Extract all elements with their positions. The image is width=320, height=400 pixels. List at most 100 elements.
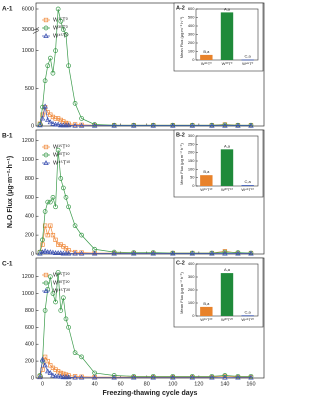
point [58, 373, 64, 379]
y-tick-label: 100 [188, 49, 195, 54]
x-category-label: W³⁰T⁰ [222, 61, 233, 66]
point [72, 122, 78, 128]
y-tick-label: 0 [192, 57, 195, 62]
bar-annotation: C,a [245, 179, 252, 184]
y-tick-label: 600 [25, 195, 34, 201]
bar [200, 175, 213, 186]
point [63, 122, 69, 128]
point [45, 368, 51, 374]
point [58, 18, 64, 24]
point [235, 373, 241, 379]
point [37, 373, 43, 378]
bar [241, 315, 254, 317]
point [45, 249, 51, 255]
point [235, 250, 241, 256]
y-tick-label: 100 [188, 166, 195, 171]
x-category-label: W³⁰T¹⁰ [221, 187, 233, 192]
point [60, 250, 67, 256]
legend-label: W⁴⁵T¹⁰ [53, 159, 71, 166]
y-tick-label: 150 [188, 158, 195, 163]
y-tick-label: 0 [192, 313, 195, 318]
point [58, 176, 64, 181]
y-tick-label: 6000 [22, 6, 34, 12]
point [65, 374, 72, 380]
point [37, 122, 43, 128]
point [150, 373, 156, 379]
point [189, 373, 195, 379]
point [235, 250, 241, 255]
point [40, 104, 45, 110]
point [189, 122, 196, 128]
point [72, 350, 78, 356]
point [55, 242, 61, 247]
point [131, 250, 137, 256]
point [58, 308, 64, 313]
legend-label: W¹⁵T²⁰ [53, 271, 70, 278]
point [189, 250, 196, 256]
point [111, 250, 117, 256]
point [63, 316, 69, 322]
x-tick-label: 40 [92, 381, 98, 387]
point [50, 70, 56, 76]
y-tick-label: 800 [25, 176, 34, 182]
bar-annotation: C,a [245, 54, 252, 59]
point [55, 147, 61, 153]
y-tick-label: 1200 [22, 138, 34, 144]
point [47, 370, 54, 375]
point [72, 374, 78, 379]
y-tick-label: 250 [188, 141, 195, 146]
point [58, 250, 64, 256]
inset-y-label: Mean Flux (μg m⁻² h⁻¹) [179, 272, 184, 314]
y-tick-label: 200 [188, 150, 195, 155]
plot-frame [35, 257, 265, 379]
series-line [39, 106, 251, 126]
point [66, 204, 71, 210]
bar-annotation: A,a [224, 143, 231, 148]
point [248, 250, 254, 256]
point [47, 55, 53, 61]
x-tick-label: 60 [118, 381, 124, 387]
y-tick-label: 200 [188, 287, 195, 292]
point [48, 223, 53, 228]
point [58, 122, 64, 128]
point [66, 63, 71, 69]
point [111, 122, 117, 128]
y-tick-label: 0 [192, 183, 195, 188]
x-category-label: W¹⁵T²⁰ [200, 317, 213, 322]
point [40, 237, 45, 243]
point [91, 374, 98, 380]
panel-label: C-1 [2, 261, 13, 268]
point [52, 121, 59, 127]
point [45, 117, 51, 122]
y-tick-label: 0 [31, 251, 34, 257]
point [150, 374, 156, 380]
legend-label: W¹⁵T¹⁰ [53, 143, 70, 150]
bar [241, 185, 254, 186]
y-tick-label: 500 [188, 15, 195, 20]
point [50, 372, 56, 378]
point [45, 232, 50, 238]
point [63, 32, 69, 37]
series-line [39, 250, 251, 254]
point [50, 291, 56, 296]
point [131, 122, 137, 128]
y-tick-label: 200 [25, 359, 34, 365]
inset-label: B-2 [176, 132, 185, 138]
point [79, 232, 84, 238]
y-tick-label: 400 [25, 342, 34, 348]
point [47, 274, 53, 280]
point [50, 249, 56, 255]
point [222, 249, 228, 255]
point [78, 250, 85, 256]
x-category-label: W³⁰T²⁰ [221, 317, 233, 322]
point [53, 299, 58, 305]
legend-label: W⁴⁵T²⁰ [53, 287, 71, 294]
bar-annotation: C,a [245, 309, 252, 314]
legend-label: W¹⁵T⁰ [53, 16, 69, 23]
point [72, 101, 78, 106]
point [42, 362, 48, 368]
point [60, 374, 67, 380]
point [53, 204, 58, 210]
x-category-label: W⁴⁵T¹⁰ [241, 187, 254, 192]
point [47, 199, 53, 205]
